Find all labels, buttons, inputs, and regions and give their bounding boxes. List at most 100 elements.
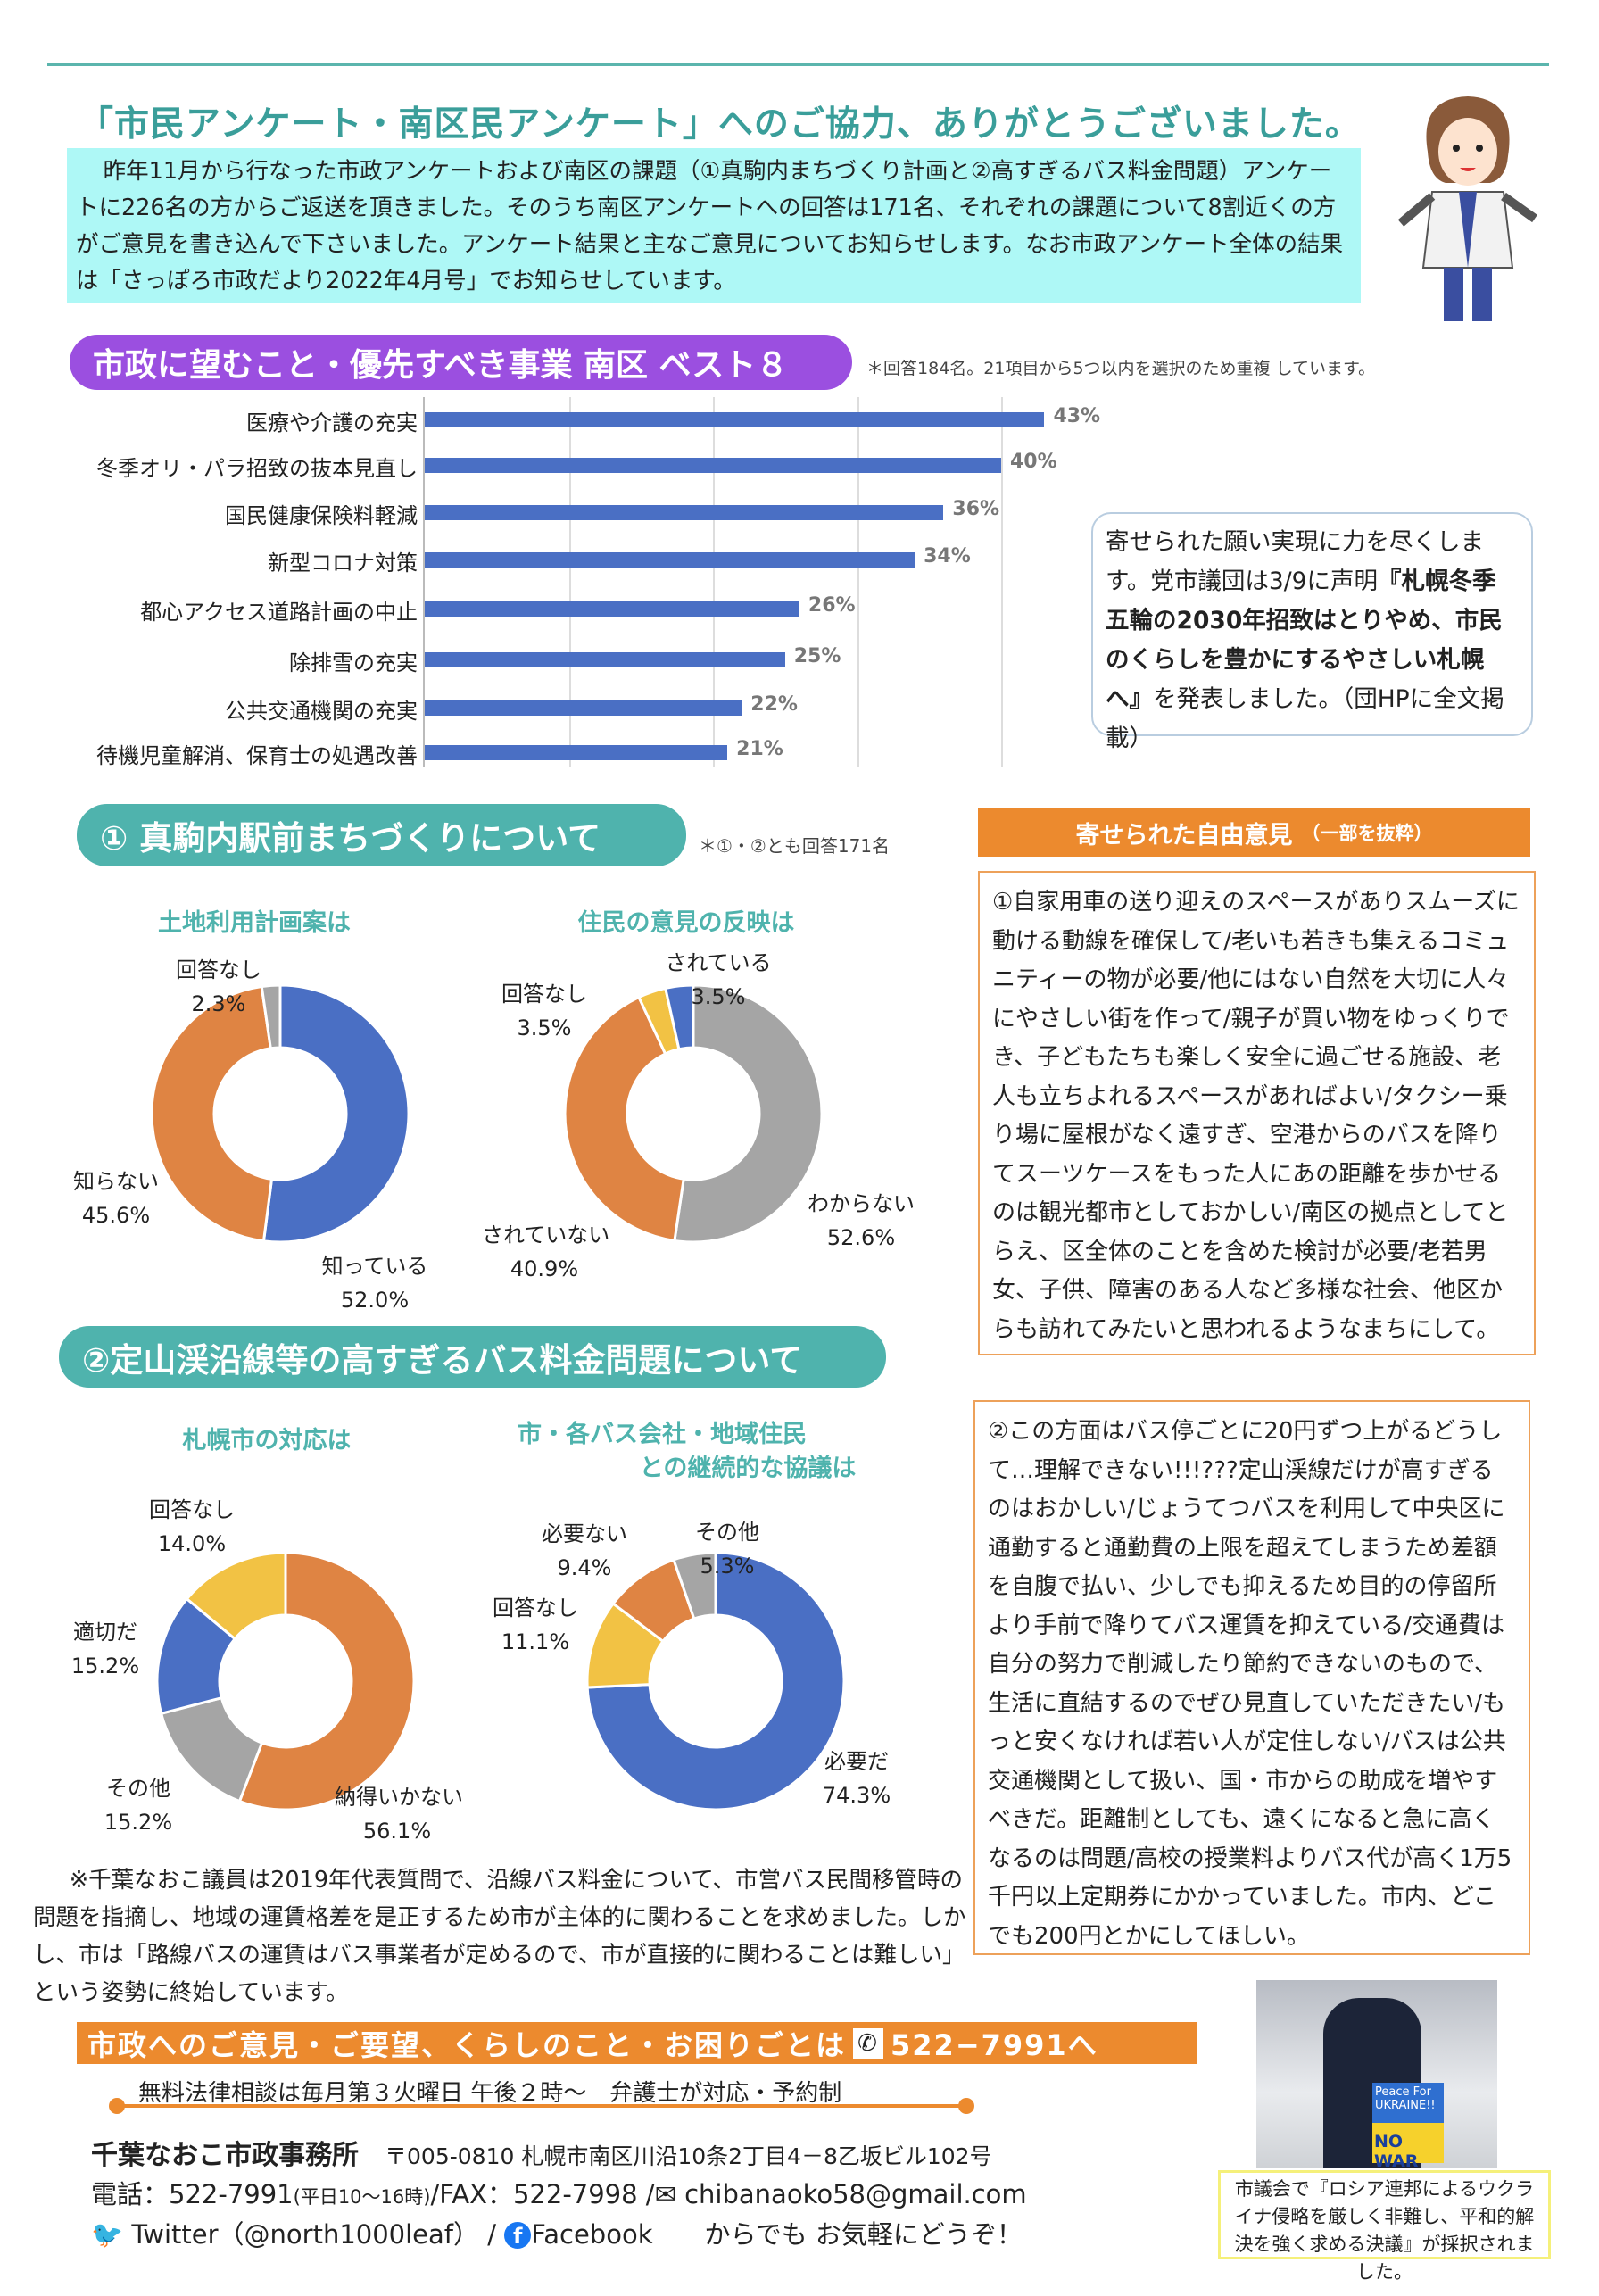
slice-value: 11.1% — [501, 1629, 570, 1654]
bar-label: 公共交通機関の充実 — [225, 699, 418, 724]
slice-value: 5.3% — [700, 1554, 755, 1579]
intro-text: 昨年11月から行なった市政アンケートおよび南区の課題（①真駒内まちづくり計画と②… — [67, 148, 1361, 303]
donut-label: 納得いかない 56.1% — [335, 1780, 463, 1848]
bar — [425, 458, 1001, 473]
callout-text: 寄せられた願い実現に力を尽くします。党市議団は3/9に声明 — [1106, 528, 1484, 595]
donut-label: 回答なし 11.1% — [473, 1591, 598, 1659]
sign-nowar: NO WAR — [1372, 2123, 1444, 2171]
bar — [425, 412, 1045, 427]
donut-slice — [237, 1551, 416, 1811]
bar-value-label: 40% — [1010, 451, 1057, 473]
bar-label: 待機児童解消、保育士の処遇改善 — [96, 743, 418, 768]
bar-value-label: 36% — [952, 498, 1000, 520]
slice-name: 必要だ — [824, 1749, 889, 1774]
office-line: 千葉なおこ市政事務所 〒005-0810 札幌市南区川沿10条2丁目4－8乙坂ビ… — [91, 2133, 992, 2172]
photo-caption: 市議会で『ロシア連邦によるウクライナ侵略を厳しく非難し、平和的解決を強く求める決… — [1218, 2170, 1551, 2283]
slice-value: 2.3% — [191, 991, 246, 1016]
tel: 電話：522-7991 — [91, 2179, 294, 2209]
slice-value: 56.1% — [362, 1819, 432, 1844]
top-divider — [47, 63, 1549, 66]
opinion-box-1: ①自家用車の送り迎えのスペースがありスムーズに動ける動線を確保して/老いも若きも… — [978, 871, 1536, 1355]
tel-hours: (平日10～16時) — [293, 2186, 431, 2208]
slice-name: 回答なし — [149, 1497, 235, 1522]
slice-value: 74.3% — [822, 1783, 891, 1808]
axis-line — [423, 397, 425, 767]
protest-photo: Peace For UKRAINE!! NO WAR — [1256, 1980, 1497, 2171]
opinions-header-label: 寄せられた自由意見 — [1075, 821, 1293, 850]
section2-title: ②定山渓沿線等の高すぎるバス料金問題について — [59, 1326, 886, 1388]
bar-label: 国民健康保険料軽減 — [225, 503, 418, 528]
slice-name: 回答なし — [501, 982, 587, 1007]
facebook-icon: f — [504, 2222, 532, 2249]
fax: /FAX：522-7998 / — [430, 2179, 655, 2209]
legal-underline — [116, 2104, 965, 2108]
callout-statement-title: 『札幌冬季五輪の2030年招致はとりやめ、市民のくらしを豊かにするやさしい札幌へ… — [1106, 568, 1503, 713]
council-note: ※千葉なおこ議員は2019年代表質問で、沿線バス料金について、市営バス民間移管時… — [33, 1867, 966, 2006]
underline-dot — [958, 2098, 974, 2114]
slice-value: 3.5% — [517, 1015, 572, 1040]
donut-label: 知っている 52.0% — [312, 1249, 437, 1317]
slice-name: 回答なし — [493, 1596, 578, 1620]
slice-name: 知っている — [321, 1254, 428, 1279]
bar-value-label: 25% — [793, 645, 841, 667]
slice-name: 適切だ — [73, 1620, 137, 1645]
legal-consultation: 無料法律相談は毎月第３火曜日 午後２時～ 弁護士が対応・予約制 — [138, 2080, 842, 2107]
donut-label: 回答なし 14.0% — [129, 1493, 254, 1561]
bar-label: 都心アクセス道路計画の中止 — [140, 600, 418, 625]
donut-slice — [585, 1601, 666, 1689]
donut-label: されている 3.5% — [656, 946, 781, 1014]
email-link[interactable]: chibanaoko58@gmail.com — [684, 2179, 1027, 2209]
banner-phone: 522−7991へ — [891, 2027, 1098, 2062]
slice-name: されている — [665, 950, 772, 975]
office-address: 〒005-0810 札幌市南区川沿10条2丁目4－8乙坂ビル102号 — [385, 2143, 992, 2169]
donut-title: 住民の意見の反映は — [577, 909, 795, 937]
phone-icon: ✆ — [853, 2027, 884, 2059]
office-name: 千葉なおこ市政事務所 — [91, 2140, 359, 2171]
donut-label: 知らない 45.6% — [54, 1165, 178, 1232]
ranking-note: ＊回答184名。21項目から5つ以内を選択のため重複 しています。 — [866, 359, 1376, 378]
twitter-icon: 🐦 — [91, 2219, 124, 2250]
bar-value-label: 22% — [750, 693, 798, 716]
donut-slice — [185, 1551, 287, 1641]
bar — [425, 700, 742, 716]
opinions-header-sub: （一部を抜粋） — [1301, 823, 1433, 844]
section1-title: ① 真駒内駅前まちづくりについて — [77, 804, 686, 866]
bar — [425, 505, 944, 520]
slice-name: されていない — [482, 1223, 610, 1247]
slice-value: 14.0% — [157, 1531, 227, 1556]
slice-value: 15.2% — [104, 1810, 173, 1835]
social-line: 🐦 Twitter（@north1000leaf） / f Facebook から… — [91, 2214, 1023, 2251]
donut-title: 札幌市の対応は — [182, 1427, 352, 1455]
opinion-box-2: ②この方面はバス停ごとに20円ずつ上がるどうして…理解できない!!!???定山渓… — [973, 1400, 1530, 1955]
contact-banner: 市政へのご意見・ご要望、くらしのこと・お困りごとは ✆ 522−7991へ — [77, 2022, 1197, 2064]
slice-value: 9.4% — [557, 1555, 612, 1580]
slice-name: 必要ない — [542, 1521, 627, 1546]
bar-label: 医療や介護の充実 — [246, 410, 418, 435]
slice-name: 回答なし — [176, 957, 261, 982]
donut-title: 土地利用計画案は — [158, 909, 351, 937]
donut-label: 回答なし 3.5% — [482, 977, 607, 1045]
banner-text: 市政へのご意見・ご要望、くらしのこと・お困りごとは — [87, 2027, 847, 2062]
donut-slice — [261, 983, 410, 1244]
separator: / — [487, 2219, 497, 2250]
bar-label: 新型コロナ対策 — [268, 551, 418, 576]
slice-name: 知らない — [73, 1169, 159, 1194]
donut-label: その他 15.2% — [76, 1771, 201, 1839]
bar-value-label: 34% — [924, 545, 971, 568]
bar — [425, 652, 785, 667]
bar-value-label: 21% — [736, 738, 783, 760]
closing-text: からでも お気軽にどうぞ！ — [704, 2219, 1023, 2250]
twitter-link[interactable]: Twitter（@north1000leaf） — [131, 2219, 480, 2250]
page-title: 「市民アンケート・南区民アンケート」へのご協力、ありがとうございました。 — [79, 104, 1361, 145]
gridline — [568, 397, 571, 767]
slice-name: わからない — [808, 1191, 915, 1216]
facebook-link[interactable]: Facebook — [531, 2219, 653, 2250]
section1-note: ＊①・②とも回答171名 — [699, 835, 891, 857]
councilor-illustration — [1397, 96, 1537, 321]
slice-value: 52.0% — [340, 1288, 410, 1313]
callout-text-end: を発表しました。（団HPに全文掲載） — [1106, 685, 1504, 752]
bar — [425, 552, 915, 568]
donut-label: その他 5.3% — [665, 1515, 790, 1583]
statement-callout: 寄せられた願い実現に力を尽くします。党市議団は3/9に声明『札幌冬季五輪の203… — [1091, 512, 1533, 752]
donut-label: されていない 40.9% — [482, 1218, 610, 1286]
